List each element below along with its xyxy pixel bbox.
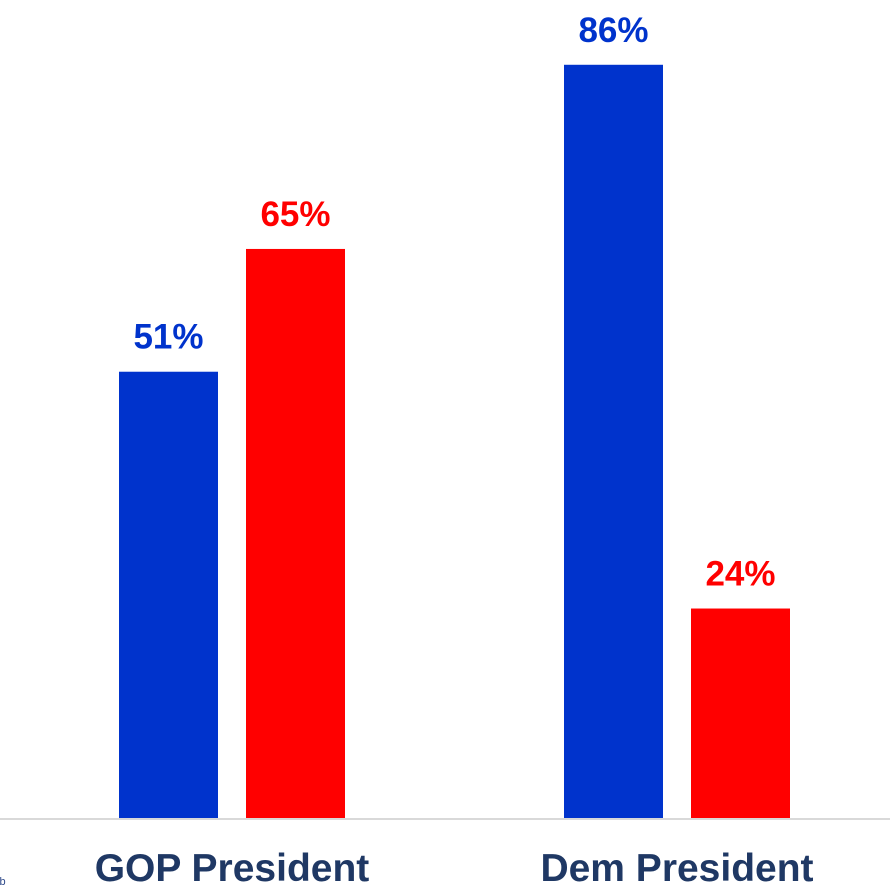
- bars-group: [119, 64, 790, 819]
- bar-1-2: [246, 248, 345, 819]
- category-label-2: Dem President: [540, 847, 813, 887]
- bar-2-2: [691, 608, 790, 819]
- corner-mark: lb: [0, 876, 6, 887]
- value-label-2-2: 24%: [705, 555, 775, 594]
- bar-1-1: [119, 371, 218, 819]
- bar-2-1: [564, 64, 663, 819]
- value-label-1-2: 65%: [260, 195, 330, 234]
- value-label-1-1: 51%: [133, 318, 203, 357]
- value-labels-group: 51% 65% 86% 24%: [133, 11, 775, 594]
- value-label-2-1: 86%: [578, 11, 648, 50]
- category-labels-group: GOP President Dem President: [95, 847, 814, 887]
- category-label-1: GOP President: [95, 847, 370, 887]
